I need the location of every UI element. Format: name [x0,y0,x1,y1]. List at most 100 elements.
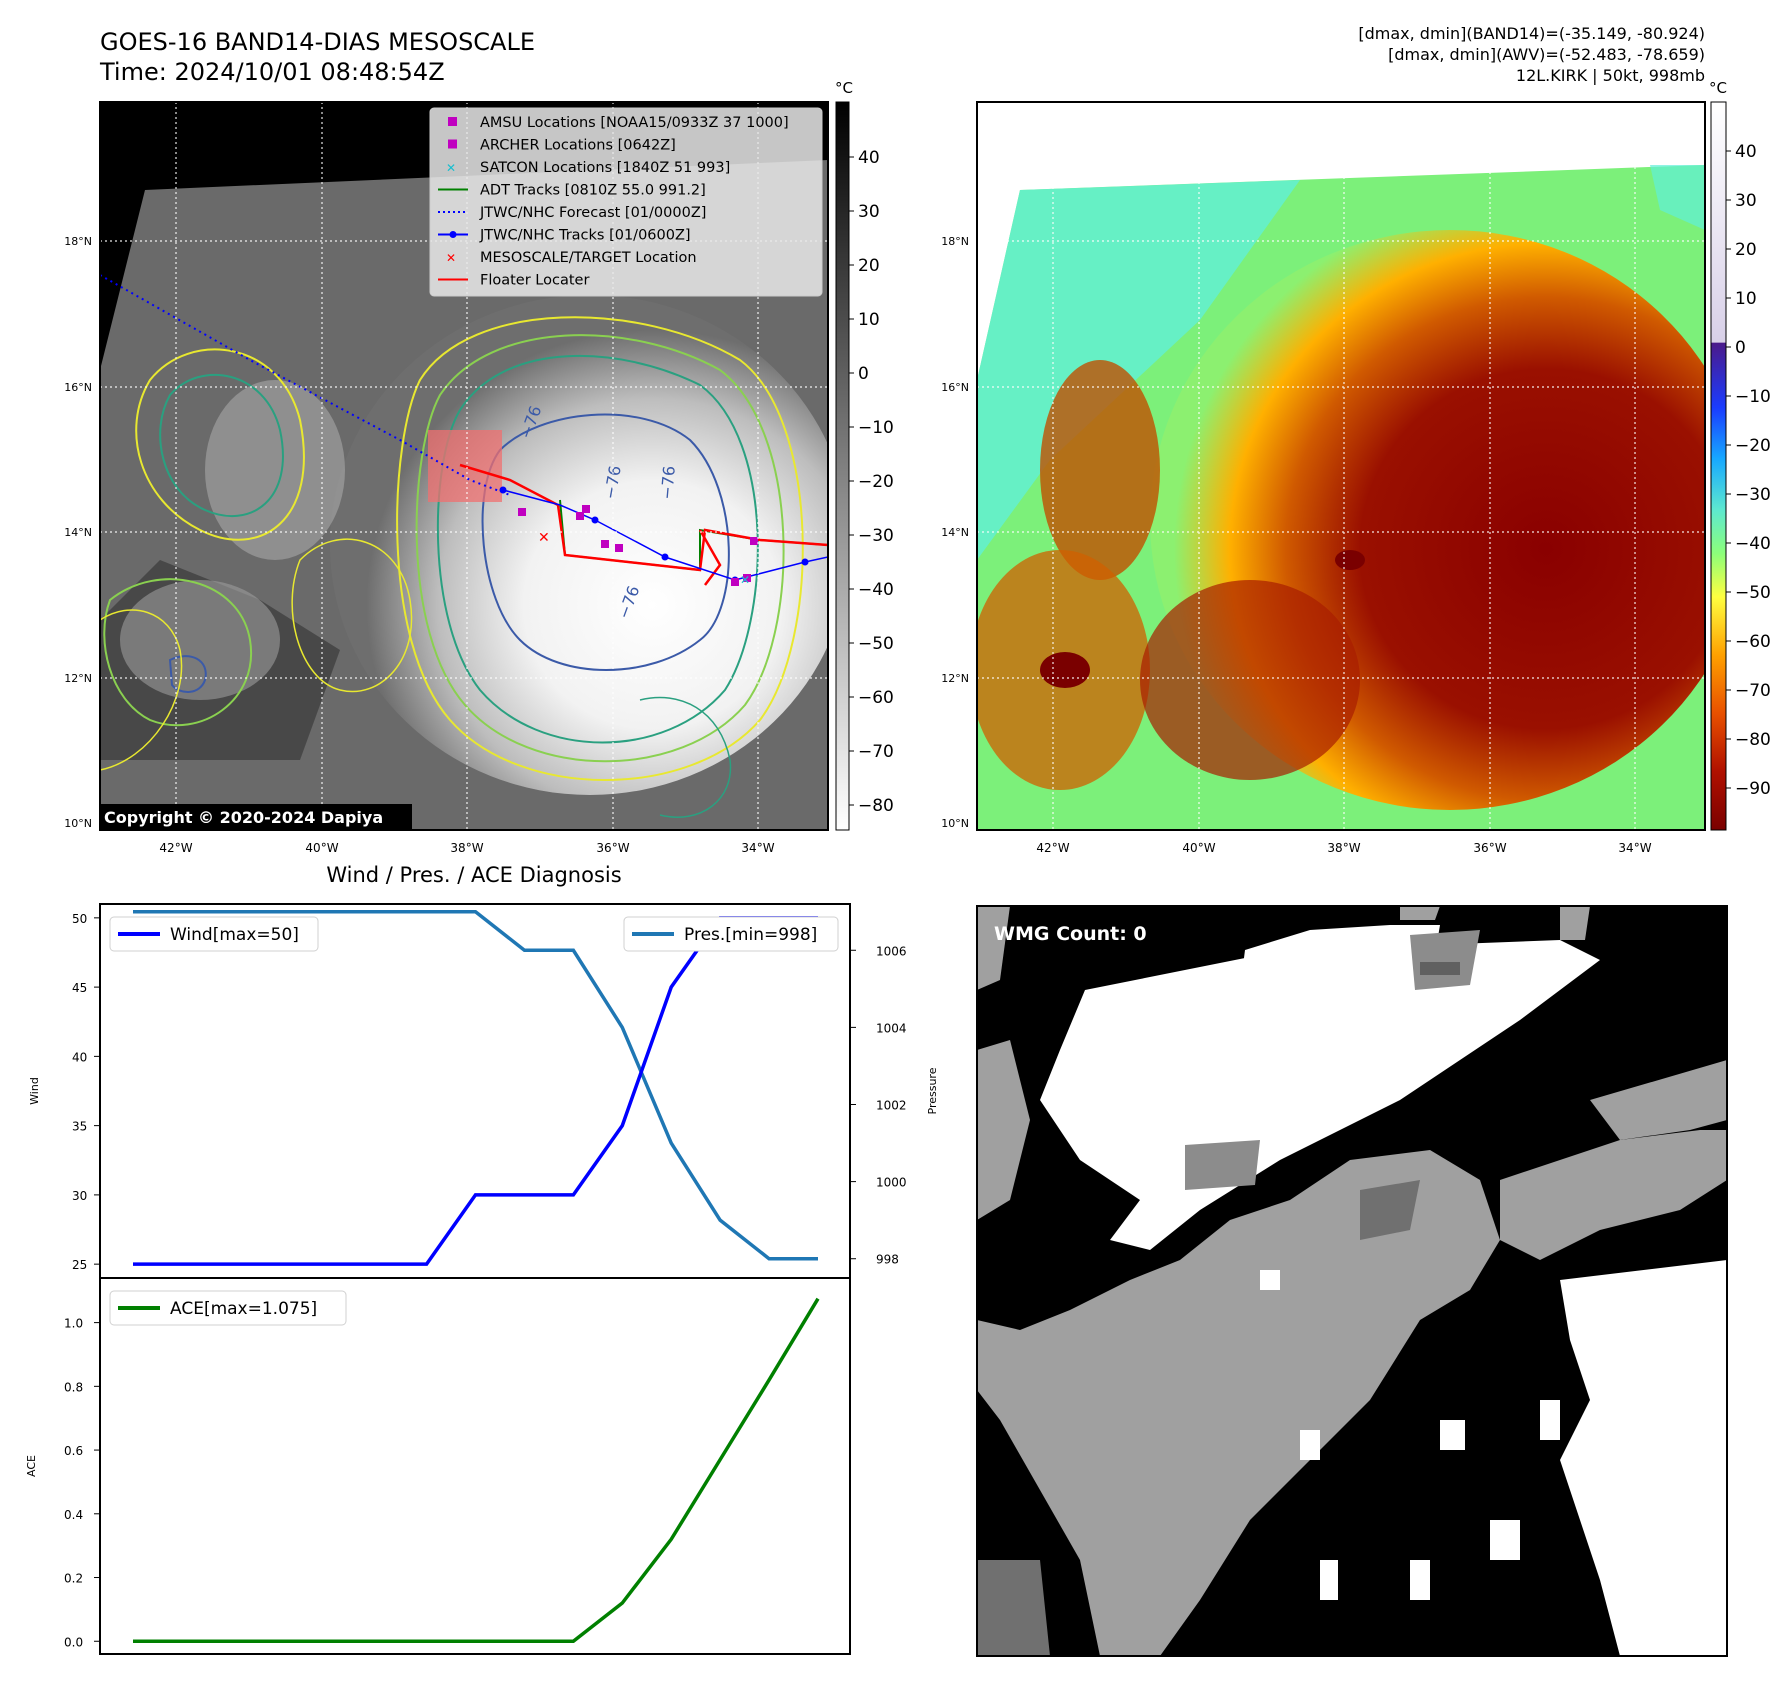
colorbar-tick-label: 30 [1735,191,1757,211]
colorbar-tick-label: 40 [1735,142,1757,162]
copyright: Copyright © 2020-2024 Dapiya [104,808,383,827]
colorbar-tick-label: −40 [1735,534,1771,554]
lat-tick: 18°N [941,235,969,248]
lon-tick: 42°W [159,841,192,855]
legend-label: MESOSCALE/TARGET Location [480,250,697,266]
colorbar-tick-label: 40 [858,148,880,168]
legend-label: Floater Locater [480,273,589,289]
awv-colorbar-unit: °C [1709,79,1727,97]
ir-colorbar [835,101,850,831]
ir-colorbar-unit: °C [835,79,853,97]
lat-tick: 18°N [64,235,92,248]
colorbar-tick-label: −70 [858,742,894,762]
pressure-series-line [133,909,818,1261]
pressure-legend-label: Pres.[min=998] [684,925,817,945]
colorbar-tick-label: −20 [858,472,894,492]
ace-tick-label: 0.6 [64,1444,83,1458]
colorbar-tick-label: −60 [858,688,894,708]
colorbar-tick-label: 0 [1735,338,1746,358]
colorbar-tick-label: 20 [858,256,880,276]
svg-text:✕: ✕ [538,530,550,546]
pressure-axis-label: Pressure [926,1067,939,1114]
ace-tick-label: 0.0 [64,1635,83,1649]
wind-tick-label: 35 [72,1120,87,1134]
pressure-tick-label: 998 [876,1253,899,1267]
wind-tick-label: 45 [72,981,87,995]
lon-tick: 36°W [596,841,629,855]
lon-tick: 42°W [1036,841,1069,855]
legend-item: Floater Locater [438,273,589,289]
ace-axis-label: ACE [25,1455,38,1477]
ace-tick-label: 0.8 [64,1380,83,1394]
legend-item: JTWC/NHC Tracks [01/0600Z] [438,228,691,244]
colorbar-tick-label: −90 [1735,779,1771,799]
svg-text:✕: ✕ [740,573,750,587]
info-band14: [dmax, dmin](BAND14)=(-35.149, -80.924) [1358,24,1705,43]
figure-title: GOES-16 BAND14-DIAS MESOSCALE [100,28,535,56]
colorbar-tick-label: −50 [1735,583,1771,603]
wind-pressure-chart: Wind Pressure 25 30 35 40 45 50 998 1000 1002 10… [28,903,939,1279]
lon-tick: 38°W [450,841,483,855]
lon-tick: 36°W [1473,841,1506,855]
figure-time: Time: 2024/10/01 08:48:54Z [99,58,445,86]
legend-item: ✕ SATCON Locations [1840Z 51 993] [446,160,730,176]
lat-tick: 16°N [941,381,969,394]
lon-tick: 34°W [741,841,774,855]
lat-tick: 12°N [941,672,969,685]
legend-item: ADT Tracks [0810Z 55.0 991.2] [438,183,706,199]
colorbar-tick-label: 20 [1735,240,1757,260]
square-marker-icon [448,139,457,149]
lat-tick: 10°N [64,817,92,830]
wind-tick-label: 50 [72,912,87,926]
ir-legend: AMSU Locations [NOAA15/0933Z 37 1000] ARC… [429,107,823,297]
pressure-legend: Pres.[min=998] [623,916,839,952]
colorbar-tick-label: −30 [858,526,894,546]
legend-item: ARCHER Locations [0642Z] [448,138,676,154]
wmg-count: WMG Count: 0 [994,923,1147,945]
lat-tick: 14°N [941,526,969,539]
colorbar-tick-label: −20 [1735,436,1771,456]
lat-tick: 14°N [64,526,92,539]
colorbar-tick-label: 0 [858,364,869,384]
colorbar-tick-label: 10 [1735,289,1757,309]
legend-item: JTWC/NHC Forecast [01/0000Z] [438,205,706,221]
lon-tick: 40°W [305,841,338,855]
wind-axis-label: Wind [28,1077,41,1105]
legend-label: ARCHER Locations [0642Z] [480,138,676,154]
ace-chart: ACE 0.0 0.2 0.4 0.6 0.8 1.0 ACE[max=1.075] [25,1277,851,1655]
colorbar-tick-label: −80 [1735,730,1771,750]
wind-tick-label: 30 [72,1189,87,1203]
colorbar-tick-label: 30 [858,202,880,222]
contour-label: −76 [657,465,679,500]
wind-tick-label: 40 [72,1050,87,1064]
colorbar-tick-label: −60 [1735,632,1771,652]
ace-tick-label: 0.2 [64,1572,83,1586]
ace-legend-label: ACE[max=1.075] [170,1299,317,1319]
colorbar-tick-label: −40 [858,580,894,600]
x-marker-icon: ✕ [446,251,456,265]
legend-label: SATCON Locations [1840Z 51 993] [480,160,730,176]
legend-item: ✕ MESOSCALE/TARGET Location [446,250,697,266]
legend-label: ADT Tracks [0810Z 55.0 991.2] [480,183,706,199]
pressure-tick-label: 1002 [876,1098,907,1112]
ace-legend: ACE[max=1.075] [109,1290,347,1326]
wind-legend-label: Wind[max=50] [170,925,299,945]
ace-tick-label: 1.0 [64,1317,83,1331]
wind-tick-label: 25 [72,1258,87,1272]
colorbar-tick-label: −10 [858,418,894,438]
wmg-panel: WMG Count: 0 [976,905,1728,1657]
ace-series-line [133,1297,820,1644]
colorbar-tick-label: 10 [858,310,880,330]
diag-title: Wind / Pres. / ACE Diagnosis [326,863,621,887]
legend-label: JTWC/NHC Tracks [01/0600Z] [479,228,691,244]
legend-label: JTWC/NHC Forecast [01/0000Z] [479,205,706,221]
info-storm: 12L.KIRK | 50kt, 998mb [1516,66,1705,85]
legend-label: AMSU Locations [NOAA15/0933Z 37 1000] [480,115,789,131]
ace-tick-label: 0.4 [64,1508,83,1522]
colorbar-tick-label: −30 [1735,485,1771,505]
x-marker-icon: ✕ [446,161,456,175]
legend-item: AMSU Locations [NOAA15/0933Z 37 1000] [448,115,789,131]
colorbar-tick-label: −10 [1735,387,1771,407]
colorbar-tick-label: −70 [1735,681,1771,701]
